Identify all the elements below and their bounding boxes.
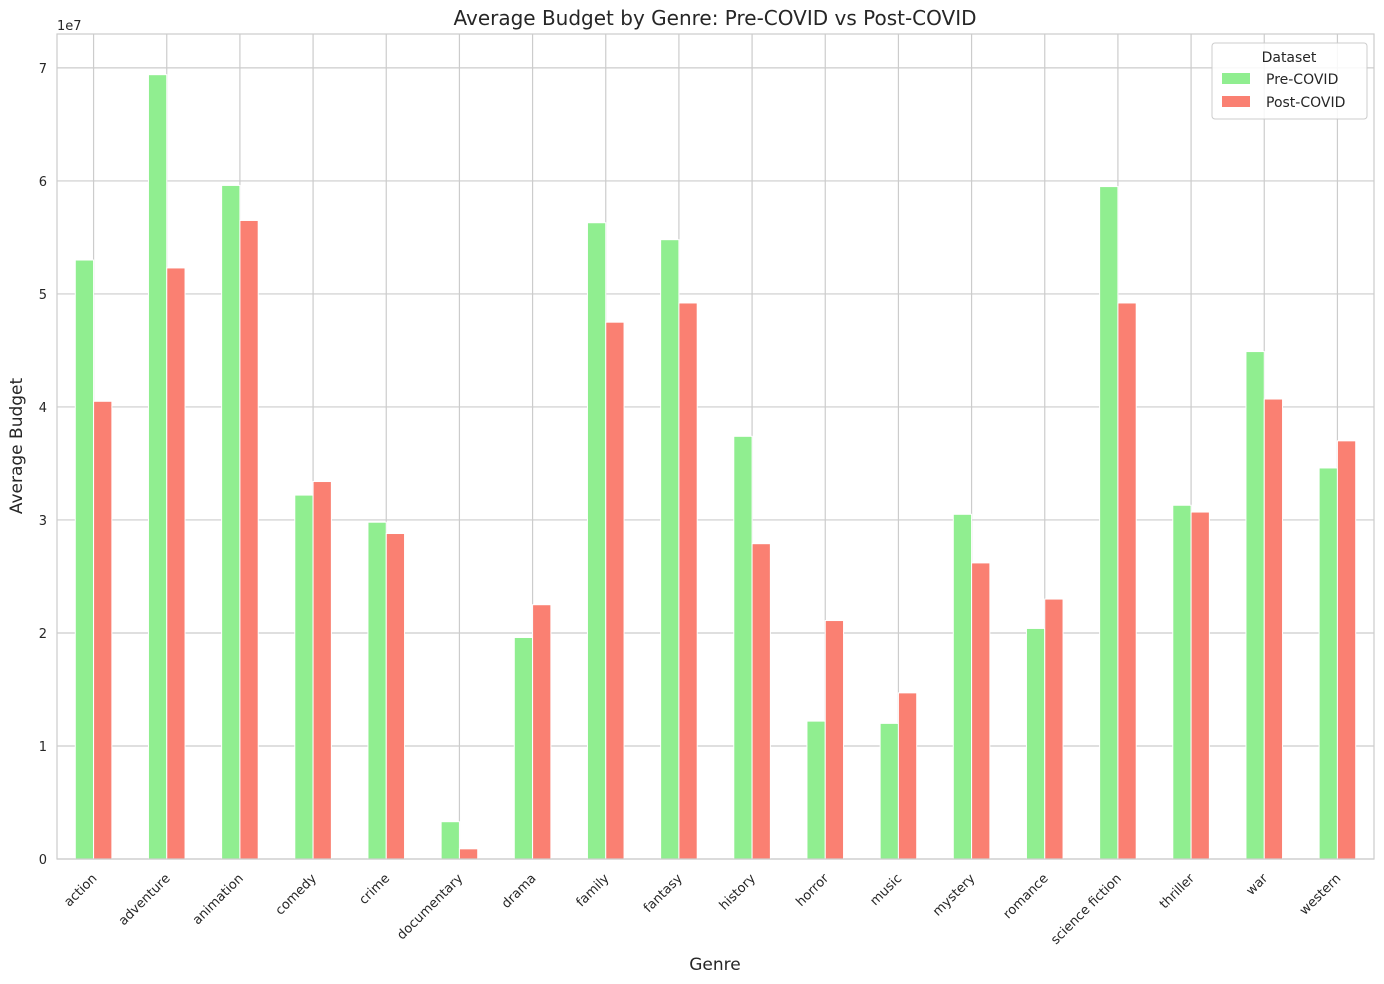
bar-pre-covid-music [879,722,899,860]
legend-swatch-pre-covid [1222,73,1250,84]
bar-pre-covid-adventure [147,74,168,860]
bar-post-covid-western [1336,440,1357,860]
bar-post-covid-comedy [312,481,332,860]
bar-post-covid-adventure [166,267,186,860]
y-tick-label: 1 [39,740,47,755]
bar-post-covid-drama [532,604,552,860]
bar-post-covid-animation [239,219,259,860]
bar-pre-covid-thriller [1172,504,1192,860]
x-tick-label: adventure [116,871,174,929]
bar-post-covid-family [605,321,625,860]
y-tick-labels: 0 1 2 3 4 5 6 7 [39,62,47,868]
bar-pre-covid-family [586,222,607,860]
y-axis-offset-label: 1e7 [57,19,82,34]
bar-post-covid-horror [824,620,845,860]
bar-pre-covid-action [74,259,95,860]
bar-pre-covid-drama [513,636,534,860]
x-tick-label: action [62,871,101,910]
x-tick-label: family [574,871,613,910]
legend: Dataset Pre-COVID Post-COVID [1211,42,1368,120]
bar-pre-covid-crime [367,521,387,860]
legend-label-post-covid: Post-COVID [1266,95,1345,111]
x-tick-labels: action adventure animation comedy crime docum… [62,871,1345,948]
bar-post-covid-action [93,400,113,860]
x-tick-label: mystery [930,871,978,919]
y-tick-label: 6 [39,175,47,190]
x-tick-label: horror [793,871,832,910]
y-tick-label: 0 [39,853,47,868]
y-axis-label: Average Budget [7,377,27,514]
bar-post-covid-war [1263,398,1284,860]
y-tick-label: 7 [39,62,47,77]
legend-swatch-post-covid [1222,96,1250,107]
bar-post-covid-history [751,543,771,860]
bar-pre-covid-fantasy [660,239,680,860]
y-tick-label: 4 [39,401,47,416]
x-tick-label: science fiction [1048,871,1125,948]
bar-post-covid-crime [385,533,406,860]
x-tick-label: fantasy [641,871,686,916]
bars [74,74,1357,860]
bar-post-covid-mystery [971,562,991,860]
x-tick-label: history [717,871,759,913]
bar-post-covid-thriller [1190,511,1210,860]
bar-pre-covid-animation [221,184,241,860]
bar-post-covid-music [897,692,918,860]
legend-label-pre-covid: Pre-COVID [1266,72,1338,88]
bar-pre-covid-science-fiction [1099,186,1119,860]
bar-post-covid-fantasy [678,302,698,860]
y-tick-label: 5 [39,288,47,303]
bar-post-covid-romance [1044,598,1064,860]
x-tick-label: music [867,871,905,909]
bar-pre-covid-western [1318,467,1338,860]
bar-pre-covid-documentary [440,821,460,860]
chart-title: Average Budget by Genre: Pre-COVID vs Po… [453,6,976,30]
bar-post-covid-documentary [458,848,479,860]
legend-box [1211,42,1368,120]
y-tick-label: 3 [39,514,47,529]
x-tick-label: documentary [394,871,466,943]
x-tick-label: war [1244,871,1272,899]
x-tick-label: romance [1001,871,1052,922]
legend-title: Dataset [1262,50,1317,66]
x-axis-label: Genre [689,955,740,975]
plot-frame [56,33,1375,860]
x-tick-label: comedy [273,871,320,918]
bar-post-covid-science-fiction [1117,302,1137,860]
y-tick-label: 2 [39,627,47,642]
x-tick-label: crime [356,871,393,908]
bar-pre-covid-history [733,435,753,860]
x-tick-label: animation [190,871,247,928]
x-tick-label: western [1297,871,1344,918]
x-tick-label: drama [499,871,539,911]
x-tick-label: thriller [1157,871,1198,912]
bar-pre-covid-comedy [294,494,314,860]
bar-pre-covid-war [1245,351,1265,860]
bar-pre-covid-romance [1025,627,1046,860]
bar-pre-covid-mystery [952,513,973,860]
bar-pre-covid-horror [806,720,826,860]
